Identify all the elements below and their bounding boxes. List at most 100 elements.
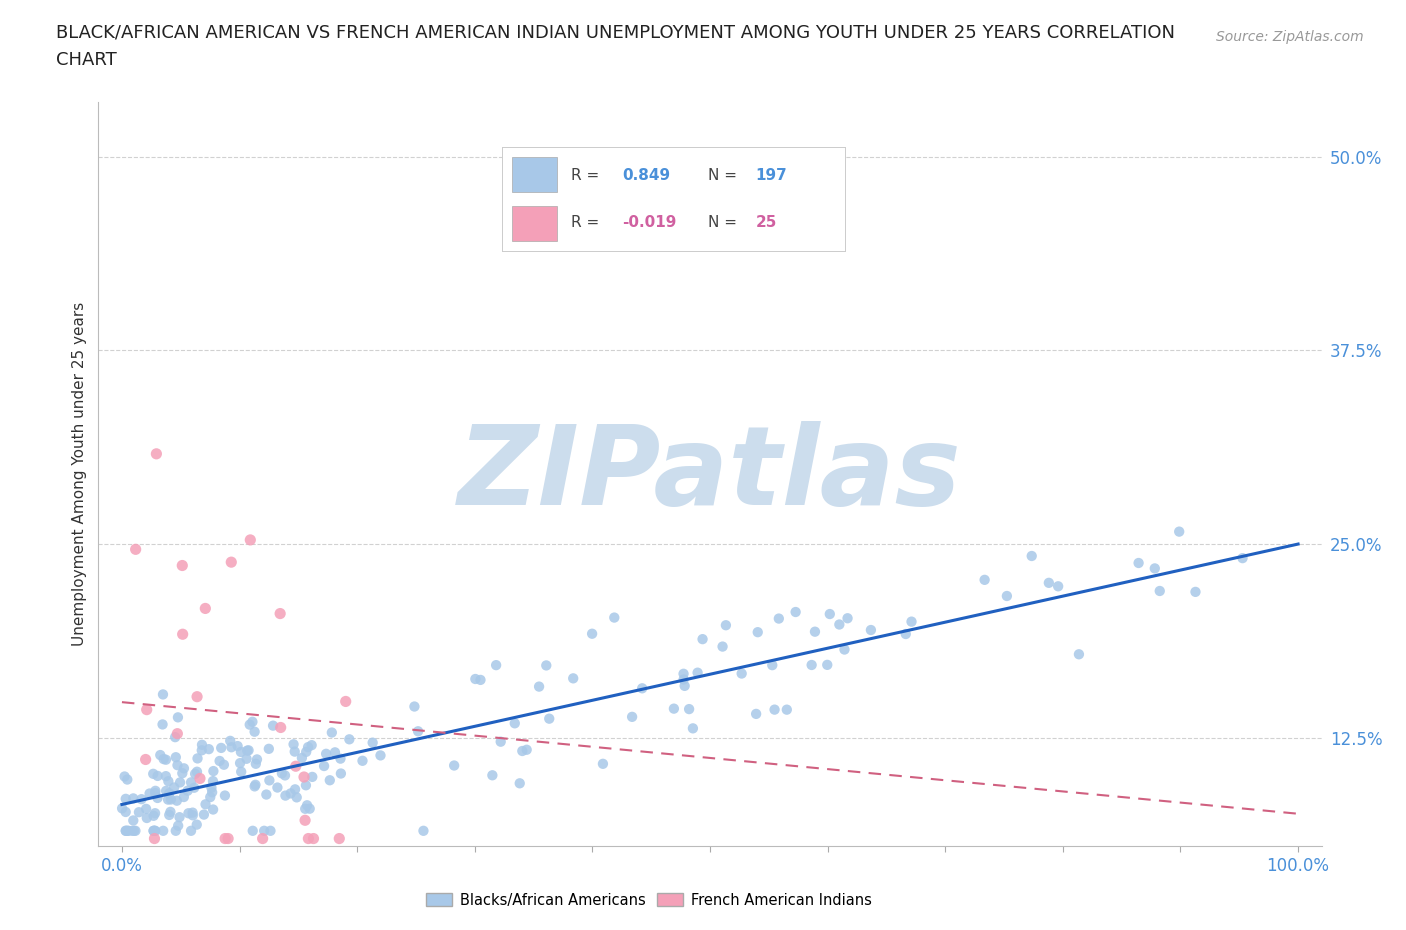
Text: CHART: CHART xyxy=(56,51,117,69)
Point xyxy=(172,558,194,573)
Point xyxy=(859,622,882,637)
Point xyxy=(370,748,392,763)
Point xyxy=(489,735,512,750)
Point xyxy=(226,738,249,753)
Point xyxy=(319,773,342,788)
Point xyxy=(115,823,138,838)
Point xyxy=(747,625,769,640)
Point xyxy=(1149,583,1171,598)
Point xyxy=(143,786,166,801)
Point xyxy=(295,777,318,792)
Point xyxy=(682,721,704,736)
Point xyxy=(181,808,204,823)
Point xyxy=(995,589,1018,604)
Point xyxy=(124,823,146,838)
Point xyxy=(536,658,558,673)
Point xyxy=(200,790,222,804)
Point xyxy=(117,772,139,787)
Point xyxy=(291,751,314,765)
Point xyxy=(464,671,486,686)
Point xyxy=(157,786,180,801)
Point xyxy=(329,751,352,766)
Point xyxy=(157,792,180,807)
Point xyxy=(242,823,264,838)
Point xyxy=(194,601,217,616)
Point xyxy=(155,769,177,784)
Point xyxy=(818,606,841,621)
Point xyxy=(122,813,145,828)
Point xyxy=(200,780,222,795)
Point xyxy=(516,742,538,757)
Point xyxy=(177,805,200,820)
Point xyxy=(294,813,316,828)
Point xyxy=(124,542,146,557)
Point xyxy=(284,782,307,797)
Point xyxy=(217,831,239,846)
Text: BLACK/AFRICAN AMERICAN VS FRENCH AMERICAN INDIAN UNEMPLOYMENT AMONG YOUTH UNDER : BLACK/AFRICAN AMERICAN VS FRENCH AMERICA… xyxy=(56,23,1175,41)
Point xyxy=(186,751,208,766)
Point xyxy=(117,823,139,838)
Point xyxy=(149,748,172,763)
Point xyxy=(673,678,696,693)
Point xyxy=(208,753,231,768)
Point xyxy=(270,766,292,781)
Point xyxy=(257,741,280,756)
Point xyxy=(503,716,526,731)
Point xyxy=(302,831,325,846)
Point xyxy=(160,792,183,807)
Point xyxy=(243,724,266,739)
Point xyxy=(259,773,281,788)
Point xyxy=(152,751,174,766)
Point xyxy=(121,823,143,838)
Point xyxy=(1067,647,1090,662)
Point xyxy=(243,779,266,794)
Point xyxy=(592,756,614,771)
Point xyxy=(1128,555,1150,570)
Point xyxy=(485,658,508,672)
Point xyxy=(128,804,150,819)
Point xyxy=(297,831,319,846)
Point xyxy=(785,604,807,619)
Point xyxy=(562,671,585,685)
Point xyxy=(219,554,242,569)
Point xyxy=(284,759,307,774)
Point xyxy=(166,726,188,741)
Point xyxy=(246,752,269,767)
Legend: Blacks/African Americans, French American Indians: Blacks/African Americans, French America… xyxy=(420,886,877,913)
Point xyxy=(191,737,214,752)
Point xyxy=(155,783,177,798)
Point xyxy=(135,811,157,826)
Point xyxy=(768,611,790,626)
Point xyxy=(239,533,262,548)
Point xyxy=(167,818,190,833)
Text: ZIPatlas: ZIPatlas xyxy=(458,420,962,528)
Point xyxy=(173,790,195,804)
Point xyxy=(169,775,191,790)
Y-axis label: Unemployment Among Youth under 25 years: Unemployment Among Youth under 25 years xyxy=(72,302,87,646)
Point xyxy=(114,791,136,806)
Point xyxy=(214,831,236,846)
Point xyxy=(686,665,709,680)
Point xyxy=(672,666,695,681)
Point xyxy=(239,717,262,732)
Point xyxy=(184,766,207,781)
Point xyxy=(176,783,198,798)
Point xyxy=(730,666,752,681)
Point xyxy=(361,736,384,751)
Point xyxy=(181,805,204,820)
Point xyxy=(621,710,644,724)
Point xyxy=(406,724,429,738)
Point xyxy=(900,614,922,629)
Point xyxy=(352,753,374,768)
Point xyxy=(114,769,136,784)
Point xyxy=(143,823,166,838)
Point xyxy=(894,627,917,642)
Point xyxy=(298,802,321,817)
Point xyxy=(301,737,323,752)
Point xyxy=(711,639,734,654)
Point xyxy=(285,790,308,804)
Point xyxy=(292,769,315,784)
Point xyxy=(209,740,232,755)
Point xyxy=(163,780,186,795)
Point xyxy=(1047,578,1070,593)
